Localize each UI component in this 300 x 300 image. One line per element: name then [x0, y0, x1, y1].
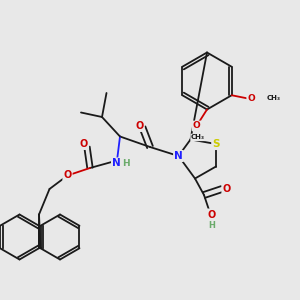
Text: O: O	[63, 170, 72, 181]
Text: N: N	[174, 151, 183, 161]
Text: S: S	[212, 139, 220, 149]
Text: CH₃: CH₃	[191, 134, 205, 140]
Text: O: O	[135, 121, 144, 131]
Text: O: O	[247, 94, 255, 103]
Text: O: O	[222, 184, 231, 194]
Text: H: H	[122, 159, 130, 168]
Text: O: O	[207, 209, 216, 220]
Text: CH₃: CH₃	[266, 95, 280, 101]
Text: H: H	[208, 221, 215, 230]
Text: N: N	[112, 158, 121, 169]
Text: O: O	[80, 139, 88, 149]
Text: O: O	[193, 122, 200, 130]
